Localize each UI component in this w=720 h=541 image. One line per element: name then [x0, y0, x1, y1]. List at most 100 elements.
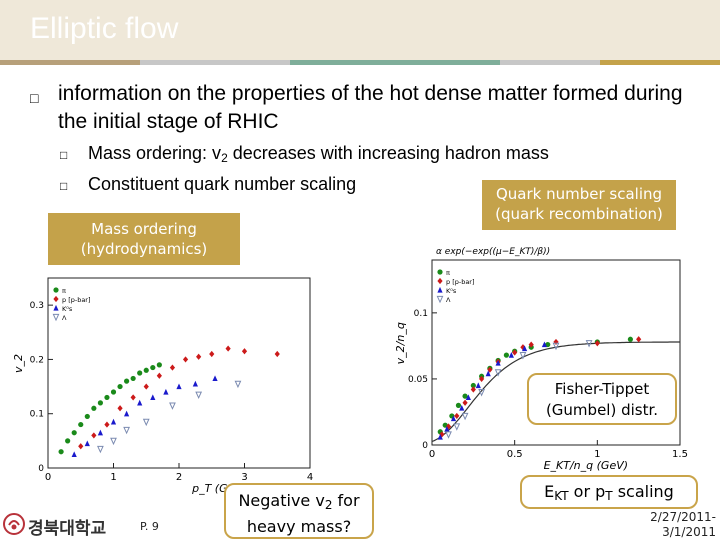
- data-point: [156, 362, 162, 368]
- y-axis-label: v_2/n_q: [394, 322, 407, 364]
- x-tick-label: 4: [307, 472, 313, 483]
- data-point: [143, 383, 149, 390]
- data-point: [71, 451, 77, 458]
- bullet-box-icon: □: [60, 179, 68, 193]
- data-point: [462, 399, 468, 406]
- legend-label: K⁰s: [446, 287, 457, 295]
- data-point: [234, 380, 242, 389]
- data-point: [494, 369, 502, 377]
- data-point: [124, 410, 130, 417]
- bullet-main: □ information on the properties of the h…: [30, 80, 710, 136]
- data-point: [97, 429, 103, 436]
- data-point: [123, 426, 130, 435]
- data-point: [495, 359, 501, 366]
- legend-label: K⁰s: [62, 305, 73, 313]
- legend-marker: [53, 287, 59, 293]
- data-point: [65, 438, 71, 444]
- data-point: [508, 352, 514, 358]
- legend-label: p [p-bar]: [446, 278, 475, 286]
- scaling-label-pre: E: [544, 482, 555, 501]
- title-stripe-3: [290, 60, 500, 65]
- legend-marker: [52, 313, 60, 322]
- data-point: [445, 431, 452, 439]
- data-point: [78, 443, 84, 450]
- data-point: [150, 394, 156, 401]
- callout-negative-post: for: [332, 491, 360, 510]
- data-point: [143, 367, 149, 373]
- tag-quark-scaling-line2: (quark recombination): [495, 205, 663, 223]
- bullet-sub2-text: Constituent quark number scaling: [88, 174, 357, 194]
- title-stripe-2: [140, 60, 290, 65]
- data-point: [58, 449, 64, 455]
- legend-marker: [53, 304, 59, 311]
- data-point: [196, 353, 202, 360]
- data-point: [142, 418, 150, 427]
- slide-title: Elliptic flow: [30, 12, 179, 45]
- bullet-main-text: information on the properties of the hot…: [58, 82, 683, 133]
- callout-negative-line1: Negative v2 for: [226, 490, 372, 516]
- data-point: [169, 364, 176, 371]
- data-point: [450, 415, 457, 422]
- x-tick-label: 2: [176, 472, 182, 483]
- callout-negative-v2: Negative v2 for heavy mass?: [224, 483, 374, 539]
- callout-negative-subscript: 2: [324, 498, 333, 512]
- legend-marker: [437, 277, 443, 285]
- scaling-label-mid: or p: [568, 482, 606, 501]
- tag-quark-scaling: Quark number scaling (quark recombinatio…: [482, 180, 676, 230]
- data-point: [487, 366, 493, 373]
- plot-quark-scaling: 0 0.5 1 1.5 0 0.05 0.1 E_KT/n_q (GeV) v_2/n_q α e…: [390, 240, 708, 476]
- plot-mass-ordering: 0 1 2 3 4 0 0.1 0.2 0.3 p_T (GeV) v_2 π p [p-bar] K⁰s…: [8, 268, 318, 496]
- y-axis-label: v_2: [12, 354, 25, 373]
- callout-ekt-scaling: EKT or pT scaling: [520, 475, 698, 509]
- bullet-sub1-post: decreases with increasing hadron mass: [227, 143, 549, 163]
- y-tick-label: 0.1: [30, 410, 44, 420]
- university-logo: [2, 512, 26, 536]
- data-point: [225, 345, 231, 352]
- scaling-label-sub1: KT: [554, 489, 569, 503]
- data-point: [503, 352, 509, 358]
- data-point: [124, 378, 130, 384]
- callout-fisher-line2: (Gumbel) distr.: [545, 401, 659, 419]
- data-point: [541, 341, 548, 348]
- bullet-sub1-subscript: 2: [221, 151, 228, 165]
- data-point: [521, 345, 528, 352]
- legend-marker: [53, 295, 59, 303]
- data-point: [104, 421, 110, 428]
- data-point: [274, 350, 280, 358]
- data-point: [137, 370, 143, 376]
- data-point: [192, 380, 198, 387]
- data-point: [627, 336, 633, 342]
- data-point: [453, 423, 461, 431]
- data-point: [636, 336, 642, 343]
- tag-quark-scaling-line1: Quark number scaling: [495, 185, 663, 203]
- data-point: [552, 342, 560, 351]
- data-point: [459, 404, 465, 411]
- y-tick-label: 0.05: [408, 375, 428, 385]
- data-point: [470, 386, 476, 393]
- data-point: [195, 391, 203, 400]
- legend-marker: [437, 269, 443, 275]
- legend-marker: [436, 295, 444, 304]
- data-point: [91, 432, 97, 439]
- title-stripe-5: [600, 60, 720, 65]
- tag-mass-ordering-line1: Mass ordering: [91, 220, 197, 238]
- y-tick-label: 0.1: [414, 309, 428, 319]
- data-point: [465, 394, 471, 401]
- plot-mass-ordering-svg: 0 1 2 3 400.10.20.3p_T (GeV)v_2πp [p-bar]K⁰s…: [12, 277, 313, 495]
- data-point: [104, 394, 110, 401]
- data-point: [156, 372, 162, 379]
- data-point: [454, 412, 460, 420]
- legend-label: π: [62, 287, 66, 295]
- data-point: [130, 394, 136, 401]
- data-point: [110, 389, 117, 395]
- university-name: 경북대학교: [28, 519, 107, 539]
- data-point: [519, 352, 527, 360]
- data-point: [485, 370, 491, 377]
- emblem-icon: [3, 513, 25, 535]
- x-tick-label: 0.5: [507, 449, 523, 460]
- plot-fit-formula: α exp(−exp((μ−E_KT)/β)): [436, 247, 550, 257]
- data-point: [91, 405, 97, 411]
- plot-frame: [431, 259, 681, 446]
- data-point: [209, 350, 215, 358]
- y-tick-label: 0: [38, 464, 44, 474]
